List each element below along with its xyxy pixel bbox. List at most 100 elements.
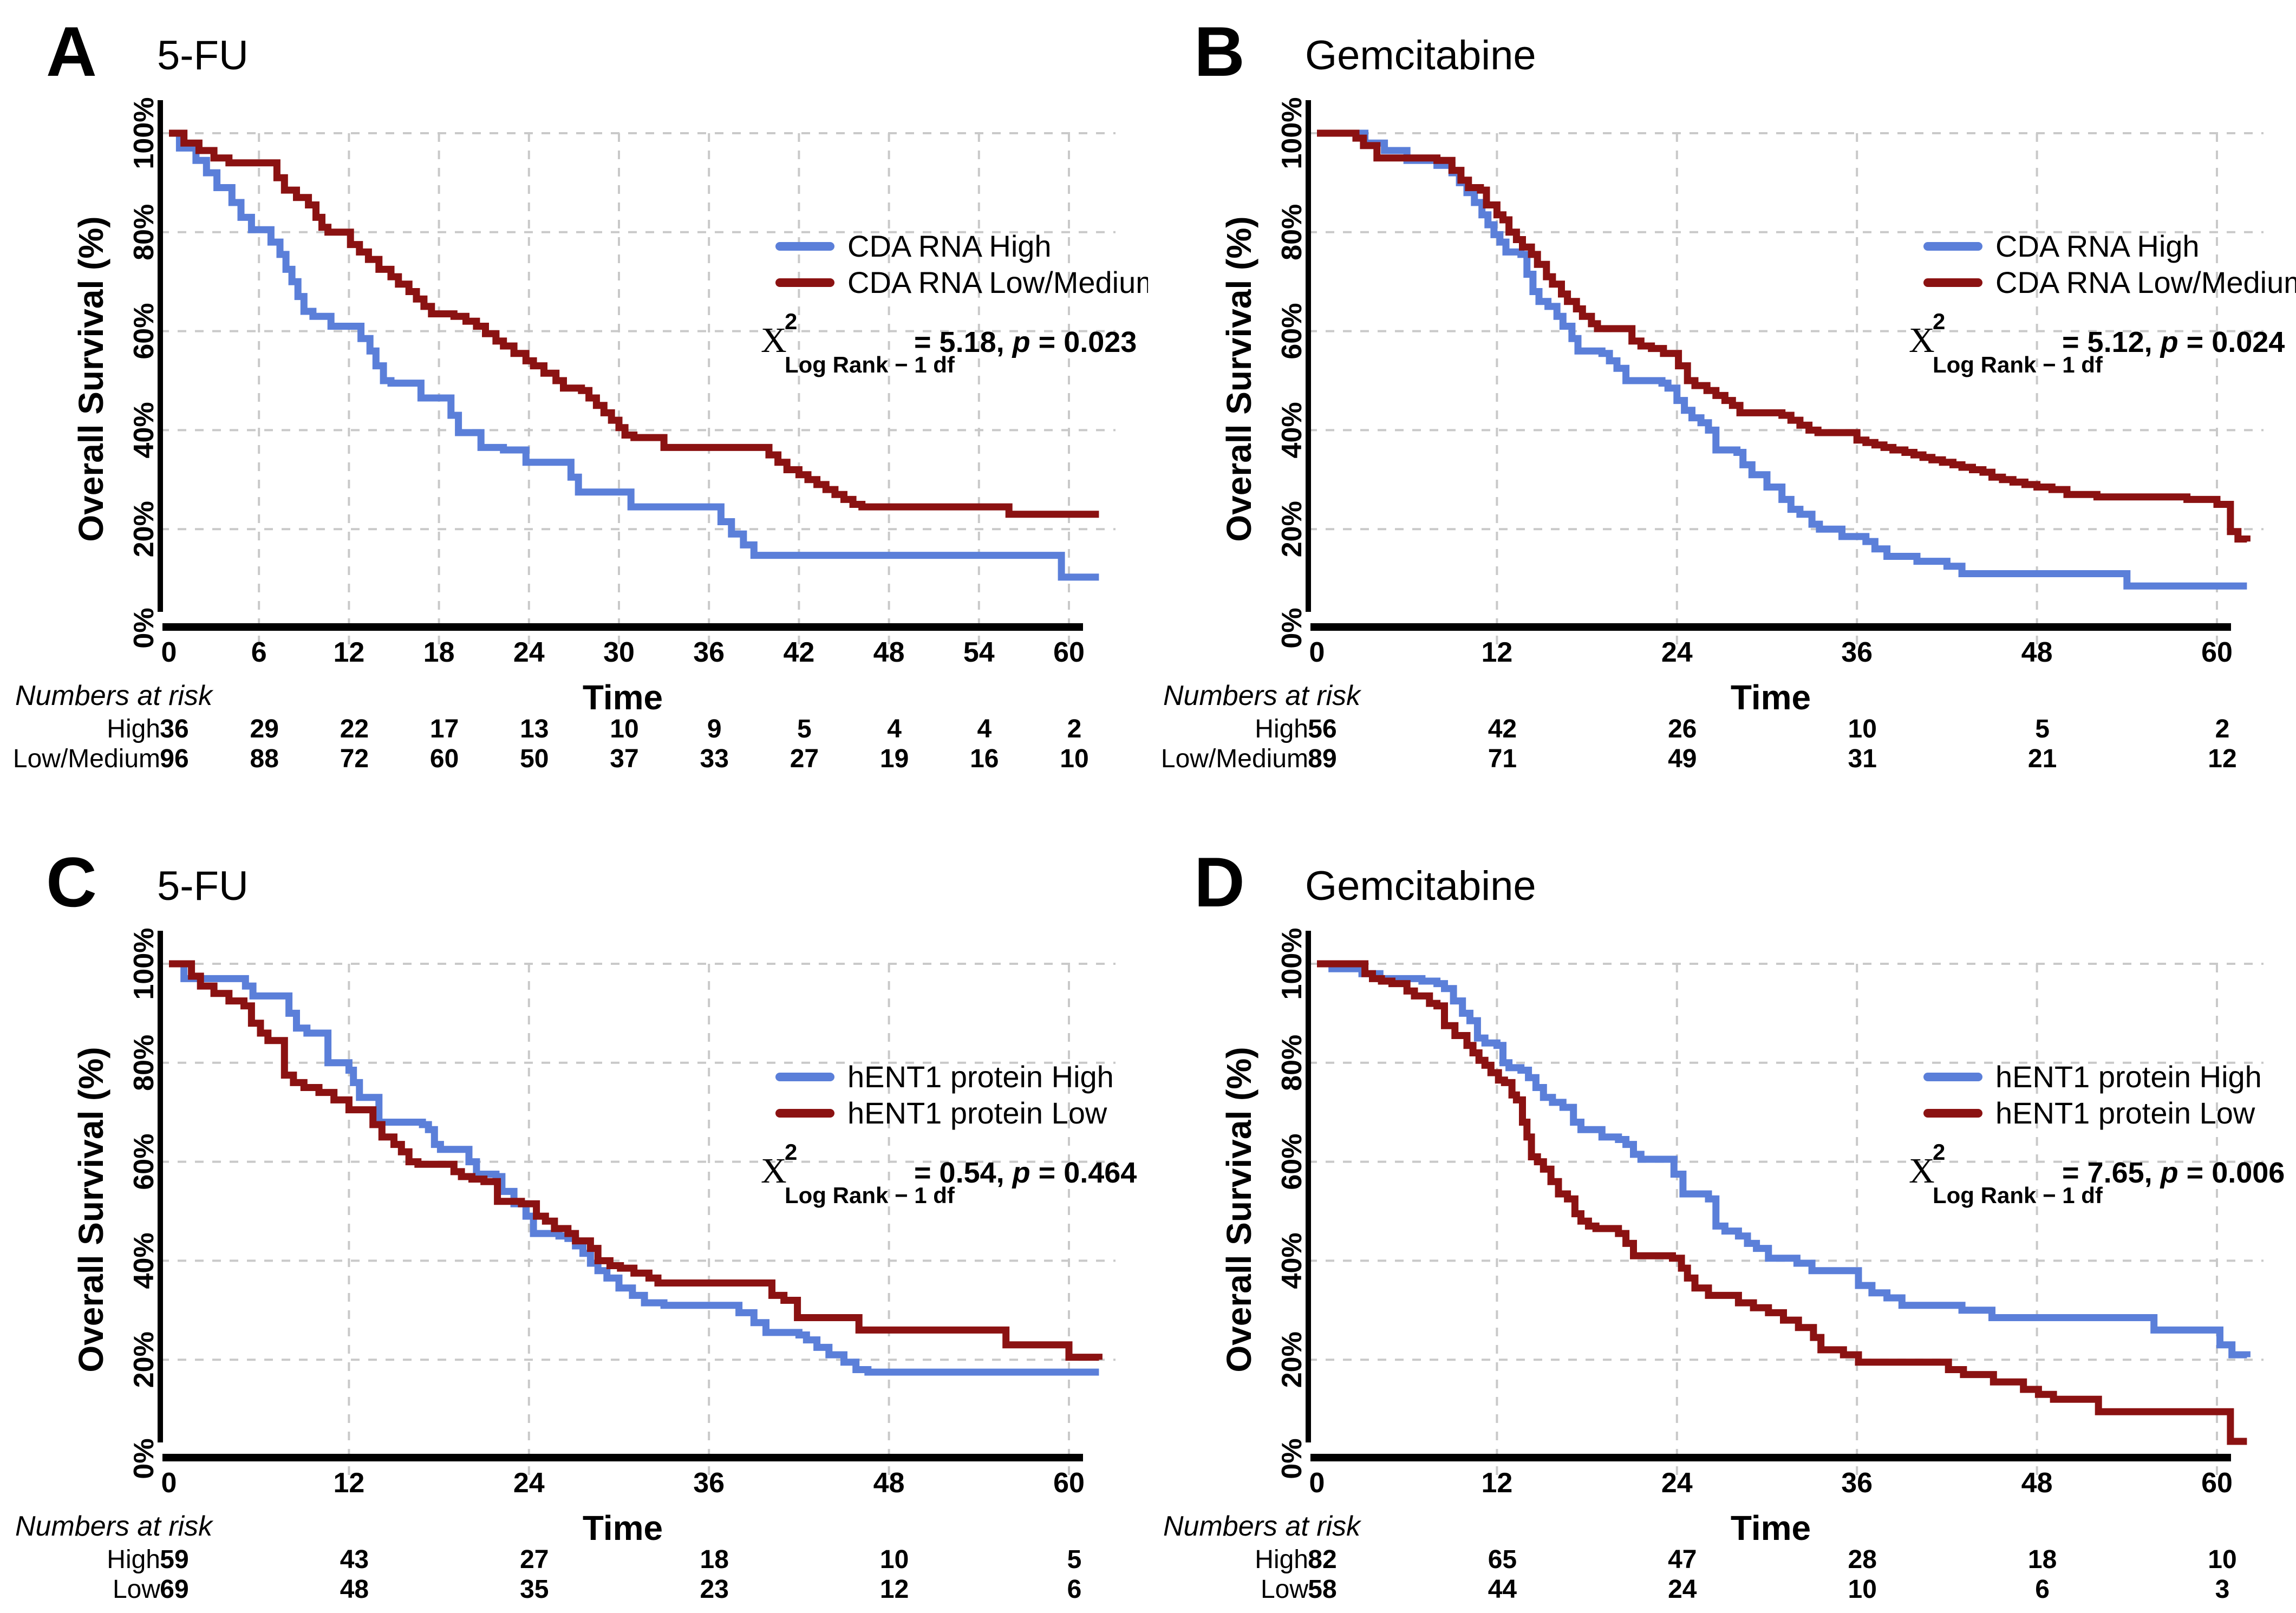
survival-curve-high: [169, 960, 1099, 1376]
risk-value: 50: [520, 745, 549, 773]
km-chart-C: 0% 20% 40% 60% 80% 100% Overall Survival (%) 0 1…: [15, 843, 1137, 1604]
y-tick-label: 20%: [1276, 1331, 1308, 1388]
risk-value: 9: [707, 715, 722, 743]
risk-value: 5: [1067, 1545, 1082, 1574]
risk-value: 88: [250, 745, 279, 773]
risk-value: 10: [2208, 1545, 2236, 1574]
risk-value: 49: [1668, 745, 1697, 773]
x-tick-label: 60: [1053, 637, 1085, 668]
panel-title: 5-FU: [157, 863, 249, 909]
risk-row-label: Low: [113, 1575, 160, 1604]
risk-value: 60: [430, 745, 459, 773]
y-axis-title: Overall Survival (%): [71, 1047, 110, 1372]
risk-value: 3: [2215, 1575, 2230, 1604]
gridlines: [160, 963, 1116, 1476]
survival-curve-high: [169, 129, 1099, 581]
y-tick-label: 40%: [128, 1232, 160, 1289]
risk-table: High 56 42 26 10 5 2 Low/Medium 89 71 49 31 21 12: [1161, 715, 2237, 773]
svg-text:2: 2: [785, 1139, 797, 1165]
risk-row-label: High: [1255, 1545, 1308, 1574]
y-tick-label: 20%: [1276, 501, 1308, 557]
y-axis-title: Overall Survival (%): [1219, 1047, 1258, 1372]
x-tick-label: 36: [693, 637, 725, 668]
x-tick-label: 24: [513, 637, 545, 668]
risk-value: 5: [797, 715, 812, 743]
x-tick-label: 18: [423, 637, 455, 668]
risk-table-header: Numbers at risk: [1163, 1511, 1362, 1542]
risk-value: 27: [520, 1545, 549, 1574]
risk-row-label: Low/Medium: [13, 745, 160, 773]
y-tick-label: 80%: [1276, 1035, 1308, 1091]
logrank-stat: X2 Log Rank − 1 df= 5.12, p = 0.024: [1909, 309, 2285, 377]
risk-value: 28: [1848, 1545, 1877, 1574]
y-tick-label: 0%: [128, 608, 160, 648]
risk-value: 82: [1308, 1545, 1336, 1574]
risk-value: 31: [1848, 745, 1877, 773]
x-tick-label: 24: [1661, 1467, 1693, 1499]
svg-text:X: X: [761, 1151, 787, 1191]
risk-value: 23: [700, 1575, 729, 1604]
logrank-stat: X2 Log Rank − 1 df= 0.54, p = 0.464: [761, 1139, 1137, 1208]
risk-value: 16: [970, 745, 999, 773]
survival-curve-high: [1317, 960, 2251, 1359]
risk-table: High 59 43 27 18 10 5 Low 69 48 35 23 12 6: [107, 1545, 1081, 1604]
svg-text:= 5.12, p = 0.024: = 5.12, p = 0.024: [2062, 326, 2285, 358]
x-tick-label: 0: [161, 1467, 177, 1499]
gridlines: [1308, 132, 2264, 645]
risk-value: 47: [1668, 1545, 1697, 1574]
svg-text:Log Rank − 1 df: Log Rank − 1 df: [785, 352, 955, 377]
risk-value: 2: [1067, 715, 1082, 743]
y-tick-label: 40%: [1276, 1232, 1308, 1289]
y-tick-label: 40%: [1276, 402, 1308, 458]
svg-text:Log Rank − 1 df: Log Rank − 1 df: [785, 1183, 955, 1208]
svg-text:X: X: [761, 321, 787, 360]
survival-curve-low: [169, 129, 1099, 518]
svg-text:Log Rank − 1 df: Log Rank − 1 df: [1933, 352, 2103, 377]
x-axis-title: Time: [583, 678, 663, 717]
survival-curve-high: [1317, 129, 2247, 590]
risk-value: 18: [2028, 1545, 2057, 1574]
panel-letter: D: [1194, 843, 1245, 922]
y-tick-label: 100%: [1276, 928, 1308, 1000]
risk-value: 12: [2208, 745, 2236, 773]
y-tick-label: 80%: [128, 204, 160, 260]
risk-value: 5: [2035, 715, 2050, 743]
svg-text:Log Rank − 1 df: Log Rank − 1 df: [1933, 1183, 2103, 1208]
svg-text:2: 2: [1933, 1139, 1945, 1165]
legend-label: hENT1 protein Low: [1995, 1096, 2255, 1130]
risk-value: 48: [340, 1575, 369, 1604]
risk-row-label: Low: [1261, 1575, 1308, 1604]
y-tick-label: 40%: [128, 402, 160, 458]
y-tick-label: 100%: [128, 97, 160, 169]
logrank-stat: X2 Log Rank − 1 df= 5.18, p = 0.023: [761, 309, 1137, 377]
risk-value: 59: [160, 1545, 188, 1574]
y-tick-label: 60%: [128, 1134, 160, 1190]
panel-letter: B: [1194, 12, 1245, 91]
risk-row-label: High: [1255, 715, 1308, 743]
risk-table-header: Numbers at risk: [15, 1511, 214, 1542]
y-tick-label: 60%: [1276, 1134, 1308, 1190]
y-tick-label: 20%: [128, 1331, 160, 1388]
logrank-stat: X2 Log Rank − 1 df= 7.65, p = 0.006: [1909, 1139, 2285, 1208]
x-tick-label: 24: [513, 1467, 545, 1499]
risk-value: 19: [880, 745, 909, 773]
x-tick-label: 60: [2201, 1467, 2233, 1499]
risk-value: 69: [160, 1575, 188, 1604]
gridlines: [160, 132, 1116, 645]
x-tick-label: 36: [1841, 637, 1873, 668]
y-axis-title: Overall Survival (%): [71, 216, 110, 541]
legend-label: CDA RNA High: [847, 229, 1052, 263]
svg-text:X: X: [1909, 321, 1935, 360]
risk-value: 44: [1488, 1575, 1517, 1604]
x-tick-label: 36: [693, 1467, 725, 1499]
panel-letter: A: [46, 12, 97, 91]
risk-value: 10: [610, 715, 638, 743]
y-tick-label: 60%: [128, 303, 160, 360]
svg-text:= 0.54, p = 0.464: = 0.54, p = 0.464: [914, 1157, 1137, 1189]
y-axis-title: Overall Survival (%): [1219, 216, 1258, 541]
risk-value: 17: [430, 715, 459, 743]
risk-value: 56: [1308, 715, 1336, 743]
x-axis-title: Time: [1731, 1508, 1811, 1547]
